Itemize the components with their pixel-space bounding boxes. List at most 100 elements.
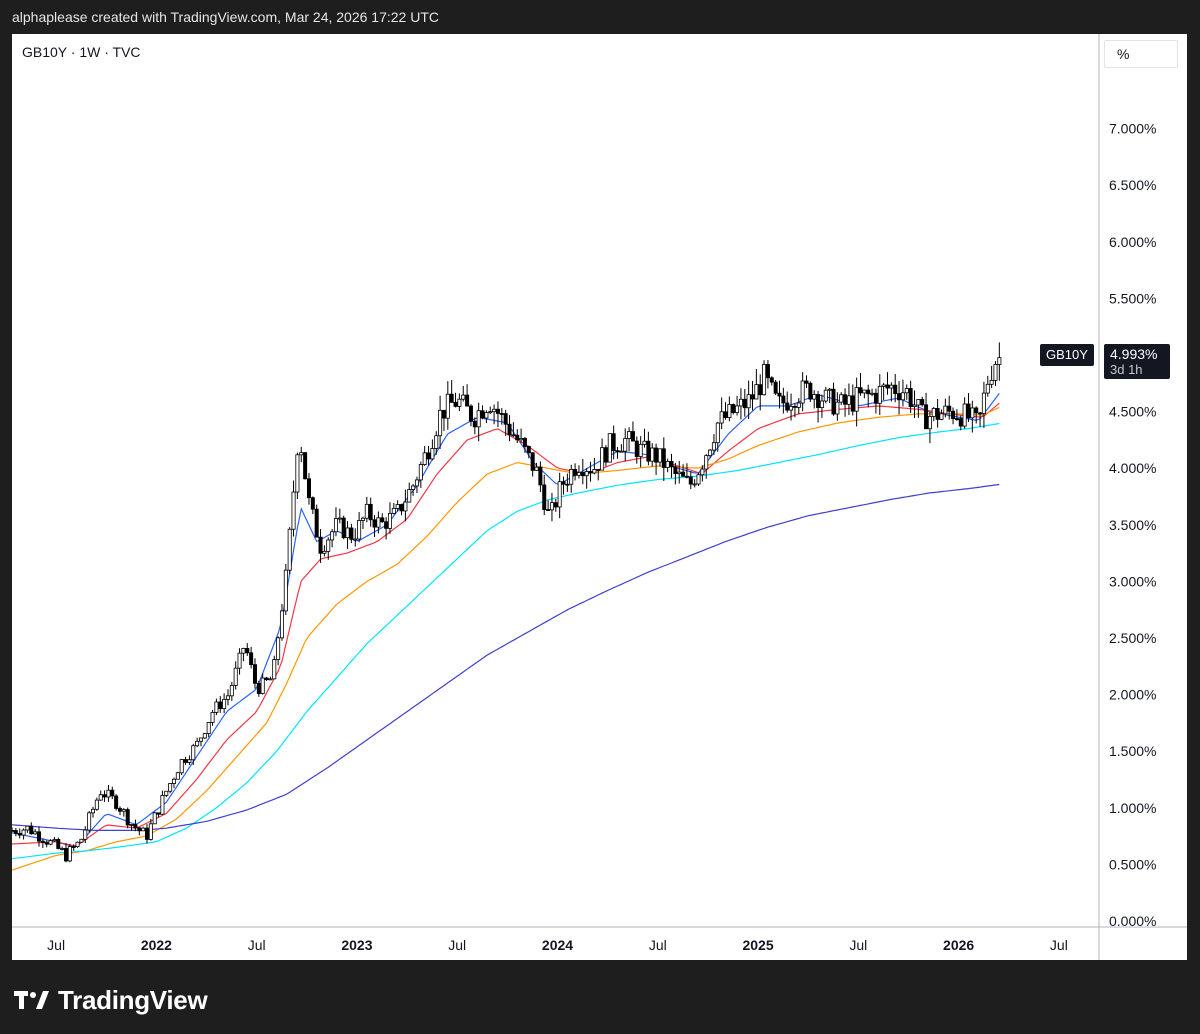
brand-name: TradingView	[58, 984, 208, 1015]
candle-body	[152, 812, 157, 825]
candle-body	[372, 519, 377, 528]
candle-body	[850, 395, 855, 412]
candle-body	[615, 450, 620, 453]
candle-body	[981, 392, 986, 414]
candle-body	[13, 830, 18, 834]
candle-body	[225, 695, 230, 700]
candle-body	[989, 379, 994, 385]
candle-body	[434, 435, 439, 449]
ma-line-2	[12, 402, 1000, 847]
candle-body	[719, 411, 724, 424]
candle-body	[391, 507, 396, 514]
y-tick-label: 5.500%	[1109, 290, 1156, 306]
candle-body	[546, 509, 551, 511]
bar-countdown: 3d 1h	[1110, 362, 1143, 377]
candle-body	[264, 677, 269, 680]
candle-body	[650, 447, 655, 462]
candle-body	[237, 652, 242, 669]
candle-body	[912, 404, 917, 407]
candle-body	[183, 759, 188, 763]
candle-body	[353, 538, 358, 541]
candle-body	[692, 483, 697, 486]
candle-body	[63, 848, 68, 862]
candle-body	[229, 685, 234, 697]
candle-body	[746, 394, 751, 409]
y-tick-label: 7.000%	[1109, 121, 1156, 137]
candle-body	[310, 497, 315, 510]
candle-body	[272, 659, 277, 680]
candle-body	[816, 394, 821, 408]
candle-body	[573, 469, 578, 476]
candle-body	[607, 433, 612, 463]
candle-body	[291, 491, 296, 530]
candle-body	[819, 400, 824, 408]
candle-body	[931, 407, 936, 417]
candle-body	[25, 825, 30, 831]
candle-body	[735, 405, 740, 413]
candle-body	[499, 413, 504, 415]
candle-body	[33, 831, 38, 835]
candle-body	[846, 395, 851, 405]
candle-body	[492, 408, 497, 413]
candle-body	[897, 393, 902, 401]
candle-body	[133, 824, 138, 829]
candle-body	[669, 461, 674, 468]
chart-panel[interactable]: 7.000%6.500%6.000%5.500%5.000%4.500%4.00…	[12, 34, 1187, 960]
candle-body	[711, 442, 716, 451]
candle-body	[249, 652, 254, 666]
candle-body	[727, 404, 732, 418]
candle-body	[164, 790, 169, 796]
candle-body	[800, 380, 805, 404]
candle-body	[222, 698, 227, 709]
candle-body	[954, 418, 959, 420]
symbol-legend[interactable]: GB10Y · 1W · TVC	[22, 44, 141, 60]
candle-body	[160, 794, 165, 815]
candle-body	[430, 448, 435, 460]
candle-body	[843, 394, 848, 405]
scale-unit-button[interactable]: %	[1104, 40, 1178, 68]
candle-body	[970, 407, 975, 419]
price-chart[interactable]: 7.000%6.500%6.000%5.500%5.000%4.500%4.00…	[12, 34, 1187, 960]
candle-body	[137, 827, 142, 832]
y-tick-label: 3.000%	[1109, 573, 1156, 589]
candle-body	[187, 759, 192, 763]
candle-body	[364, 503, 369, 519]
candle-body	[495, 408, 500, 414]
x-tick-label: 2024	[542, 937, 573, 953]
candle-body	[569, 469, 574, 485]
candle-body	[175, 772, 180, 780]
candle-body	[168, 783, 173, 792]
candle-body	[611, 433, 616, 452]
candle-body	[90, 808, 95, 814]
candle-body	[472, 420, 477, 428]
last-price-box: 4.993% 3d 1h	[1104, 344, 1170, 379]
candle-body	[827, 388, 832, 391]
candle-body	[750, 394, 755, 400]
candle-body	[549, 502, 554, 511]
candle-body	[411, 485, 416, 490]
candle-body	[380, 517, 385, 523]
candle-body	[526, 446, 531, 454]
y-tick-label: 4.500%	[1109, 404, 1156, 420]
candle-body	[978, 412, 983, 415]
candle-body	[94, 799, 99, 810]
candle-body	[422, 452, 427, 465]
candle-body	[241, 647, 246, 654]
x-tick-label: Jul	[649, 937, 667, 953]
candle-body	[60, 848, 65, 850]
candle-body	[318, 536, 323, 554]
candle-body	[17, 832, 22, 836]
candle-body	[870, 392, 875, 395]
candle-body	[148, 823, 153, 840]
candle-body	[484, 412, 489, 419]
candle-body	[295, 454, 300, 493]
candle-body	[781, 395, 786, 404]
candle-body	[245, 647, 250, 654]
candle-body	[44, 842, 49, 845]
candle-body	[322, 550, 327, 554]
candle-body	[700, 468, 705, 476]
x-tick-label: 2022	[141, 937, 172, 953]
candle-body	[252, 664, 257, 684]
candle-body	[121, 809, 126, 812]
candle-body	[877, 386, 882, 404]
